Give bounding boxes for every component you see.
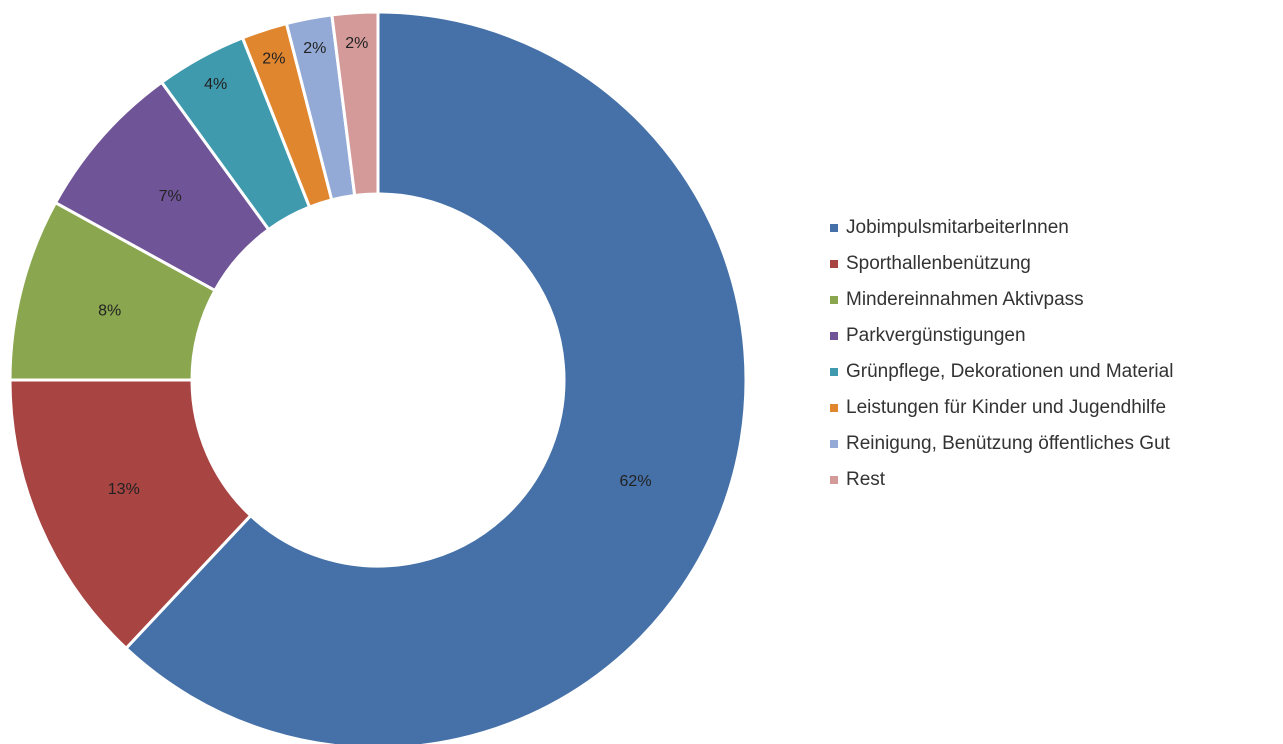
slice [8, 378, 253, 651]
data-label: 62% [620, 473, 652, 490]
legend-label: Sporthallenbenützung [846, 253, 1031, 274]
data-label: 8% [98, 302, 121, 319]
legend-swatch [830, 332, 838, 340]
legend-label: JobimpulsmitarbeiterInnen [846, 217, 1069, 238]
legend-swatch [830, 260, 838, 268]
legend-swatch [830, 404, 838, 412]
legend-swatch [830, 440, 838, 448]
legend-label: Leistungen für Kinder und Jugendhilfe [846, 397, 1166, 418]
legend-label: Grünpflege, Dekorationen und Material [846, 361, 1173, 382]
legend-swatch [830, 476, 838, 484]
data-label: 2% [303, 40, 326, 57]
slice [330, 10, 380, 198]
data-label: 2% [262, 51, 285, 68]
legend-swatch [830, 368, 838, 376]
legend-swatch [830, 224, 838, 232]
legend-label: Mindereinnahmen Aktivpass [846, 289, 1084, 310]
slice [123, 10, 748, 744]
legend-label: Rest [846, 469, 886, 490]
legend-label: Parkvergünstigungen [846, 325, 1026, 346]
legend-label: Reinigung, Benützung öffentliches Gut [846, 433, 1171, 454]
data-label: 2% [345, 35, 368, 52]
data-label: 4% [204, 76, 227, 93]
data-label: 7% [159, 188, 182, 205]
data-label: 13% [108, 481, 140, 498]
legend-swatch [830, 296, 838, 304]
